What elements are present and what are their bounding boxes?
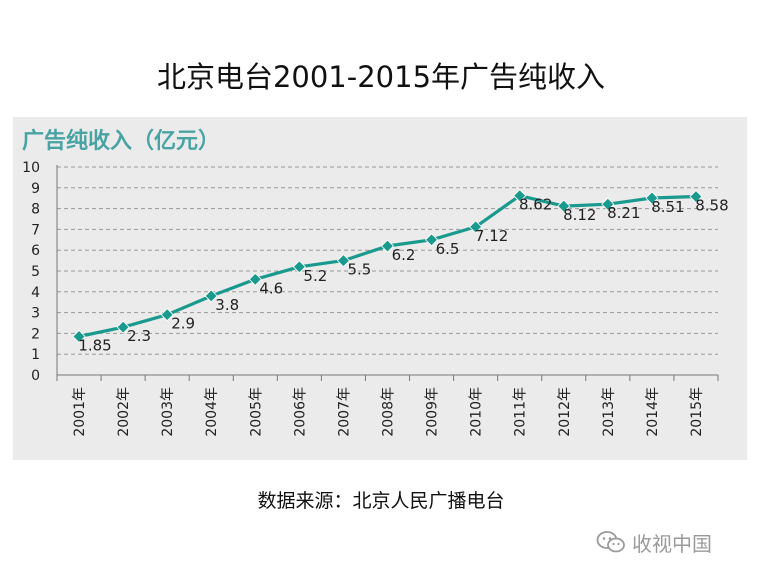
- x-tick-label: 2002年: [116, 387, 132, 437]
- data-point: [513, 189, 527, 203]
- chart-panel: [13, 117, 747, 460]
- data-label: 6.5: [436, 240, 460, 258]
- y-tick-label: 3: [31, 306, 40, 322]
- y-tick-label: 0: [31, 368, 40, 384]
- x-tick-label: 2014年: [645, 387, 661, 437]
- y-tick-label: 10: [22, 160, 40, 176]
- x-tick-label: 2009年: [425, 387, 441, 437]
- y-tick-label: 1: [31, 347, 40, 363]
- source-note: 数据来源：北京人民广播电台: [257, 490, 505, 512]
- data-label: 3.8: [215, 296, 239, 314]
- data-point: [645, 191, 659, 205]
- data-point: [248, 272, 262, 286]
- data-label: 8.12: [563, 206, 596, 224]
- data-label: 6.2: [392, 246, 416, 264]
- x-tick-label: 2015年: [689, 387, 705, 437]
- data-label: 1.85: [78, 337, 111, 355]
- x-tick-label: 2003年: [160, 387, 176, 437]
- y-tick-label: 4: [31, 285, 40, 301]
- x-tick-label: 2011年: [513, 387, 529, 437]
- data-point: [72, 329, 86, 344]
- wechat-logo-icon: [596, 531, 625, 553]
- data-point: [425, 233, 439, 247]
- data-point: [380, 239, 395, 253]
- data-point: [601, 197, 615, 211]
- data-point: [116, 320, 130, 334]
- x-tick-label: 2005年: [248, 387, 264, 437]
- watermark-text: 收视中国: [632, 531, 712, 556]
- x-tick-label: 2008年: [381, 387, 397, 437]
- y-tick-label: 8: [31, 202, 40, 218]
- y-tick-label: 9: [31, 181, 40, 197]
- x-tick-label: 2013年: [601, 387, 617, 437]
- x-tick-label: 2001年: [72, 387, 88, 437]
- y-tick-label: 2: [31, 326, 40, 342]
- data-label: 8.62: [519, 196, 552, 214]
- x-tick-label: 2004年: [204, 387, 220, 437]
- data-point: [336, 254, 350, 268]
- x-tick-label: 2012年: [557, 387, 573, 437]
- chart-title: 广告纯收入（亿元）: [22, 129, 221, 154]
- data-label: 5.2: [303, 267, 327, 285]
- data-point: [689, 189, 703, 204]
- data-point: [557, 199, 571, 213]
- data-label: 2.3: [127, 327, 151, 345]
- y-tick-label: 6: [31, 243, 40, 259]
- data-label: 2.9: [171, 315, 195, 333]
- data-label: 7.12: [475, 227, 508, 245]
- data-label: 5.5: [348, 261, 372, 279]
- data-point: [204, 289, 218, 303]
- data-point: [469, 220, 483, 234]
- data-label: 8.21: [607, 204, 640, 222]
- y-tick-label: 5: [31, 264, 40, 280]
- data-point: [292, 260, 306, 274]
- data-point: [160, 308, 174, 322]
- x-tick-label: 2007年: [336, 387, 352, 437]
- data-label: 8.51: [651, 198, 684, 216]
- y-tick-label: 7: [31, 222, 40, 238]
- x-tick-label: 2010年: [469, 387, 485, 437]
- page-title: 北京电台2001-2015年广告纯收入: [156, 60, 606, 94]
- watermark: 收视中国: [596, 528, 712, 556]
- data-label: 4.6: [259, 279, 283, 297]
- x-tick-label: 2006年: [292, 387, 308, 437]
- data-label: 8.58: [695, 197, 728, 215]
